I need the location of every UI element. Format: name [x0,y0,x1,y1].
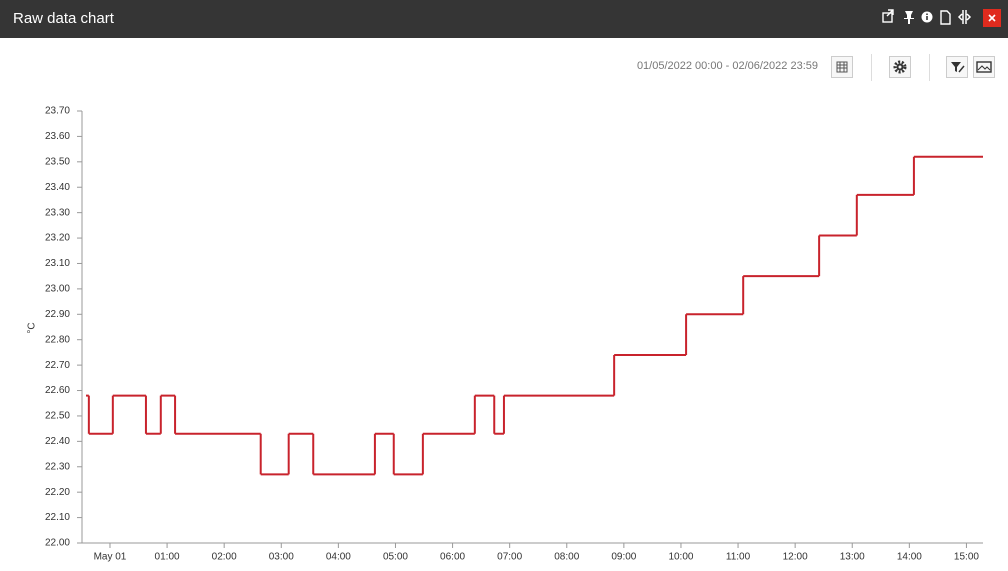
x-tick-label: 10:00 [668,552,693,563]
x-tick-label: 13:00 [840,552,865,563]
y-tick-label: 23.20 [45,233,70,244]
y-axis-label: °C [27,322,38,333]
y-tick-label: 22.90 [45,309,70,320]
pdf-icon[interactable] [940,10,951,25]
resize-icon[interactable] [957,10,972,24]
x-tick-label: 07:00 [497,552,522,563]
x-tick-label: 04:00 [326,552,351,563]
x-tick-label: 01:00 [155,552,180,563]
calendar-button[interactable] [831,56,853,78]
filter-button[interactable] [946,56,968,78]
step-riser [87,156,915,475]
x-tick-label: 15:00 [954,552,979,563]
y-tick-label: 22.70 [45,360,70,371]
y-tick-label: 23.00 [45,284,70,295]
x-tick-label: 12:00 [783,552,808,563]
y-tick-label: 23.60 [45,131,70,142]
y-tick-label: 23.70 [45,106,70,117]
separator [871,54,872,81]
x-tick-label: 05:00 [383,552,408,563]
y-tick-label: 22.60 [45,385,70,396]
y-tick-label: 22.10 [45,512,70,523]
y-tick-label: 23.30 [45,207,70,218]
y-tick-label: 22.40 [45,436,70,447]
y-tick-label: 22.30 [45,461,70,472]
x-tick-label: 02:00 [212,552,237,563]
window-icons [882,9,1001,27]
title-bar: Raw data chart [0,0,1008,38]
y-tick-label: 23.50 [45,156,70,167]
y-tick-label: 22.20 [45,487,70,498]
image-button[interactable] [973,56,995,78]
window-title: Raw data chart [13,10,114,27]
date-range[interactable]: 01/05/2022 00:00 - 02/06/2022 23:59 [636,60,818,72]
x-tick-label: 06:00 [440,552,465,563]
x-tick-label: 09:00 [611,552,636,563]
x-tick-label: May 01 [94,552,127,563]
x-tick-label: 14:00 [897,552,922,563]
y-tick-label: 22.80 [45,334,70,345]
popout-icon[interactable] [882,12,893,23]
separator [929,54,930,81]
x-tick-label: 08:00 [554,552,579,563]
x-tick-label: 03:00 [269,552,294,563]
settings-button[interactable] [889,56,911,78]
x-tick-label: 11:00 [726,552,751,563]
y-tick-label: 22.00 [45,538,70,549]
y-tick-label: 22.50 [45,411,70,422]
y-tick-label: 23.10 [45,258,70,269]
y-tick-label: 23.40 [45,182,70,193]
pin-icon[interactable] [904,11,914,24]
